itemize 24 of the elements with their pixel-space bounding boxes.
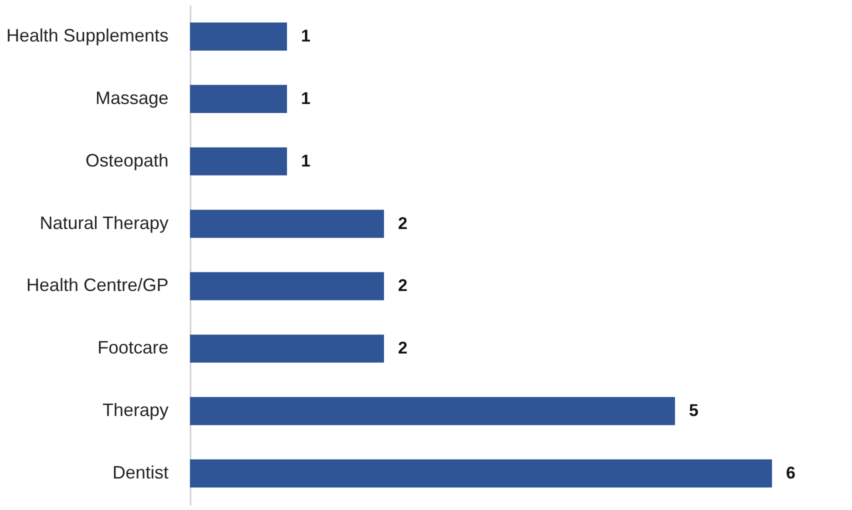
data-label: 1 (301, 26, 310, 46)
y-tick-label: Health Centre/GP (26, 275, 168, 296)
bar (190, 147, 287, 176)
bar (190, 22, 287, 51)
bar (190, 397, 675, 426)
data-label: 2 (398, 214, 408, 233)
bar (190, 84, 287, 113)
data-label: 2 (398, 276, 408, 296)
bar (190, 334, 384, 363)
data-label: 1 (301, 151, 310, 170)
y-tick-label: Footcare (97, 338, 168, 358)
bar (190, 210, 384, 238)
y-tick-label: Health Supplements (6, 26, 168, 46)
data-label: 5 (689, 401, 698, 420)
bar (190, 272, 384, 300)
y-tick-label: Therapy (102, 400, 168, 420)
y-tick-label: Natural Therapy (40, 212, 168, 233)
data-label: 6 (786, 463, 796, 482)
data-label: 1 (301, 88, 310, 108)
bar (190, 459, 772, 488)
data-label: 2 (398, 338, 408, 358)
y-tick-label: Massage (95, 88, 168, 108)
y-tick-label: Dentist (112, 462, 168, 482)
y-tick-label: Osteopath (85, 150, 168, 170)
